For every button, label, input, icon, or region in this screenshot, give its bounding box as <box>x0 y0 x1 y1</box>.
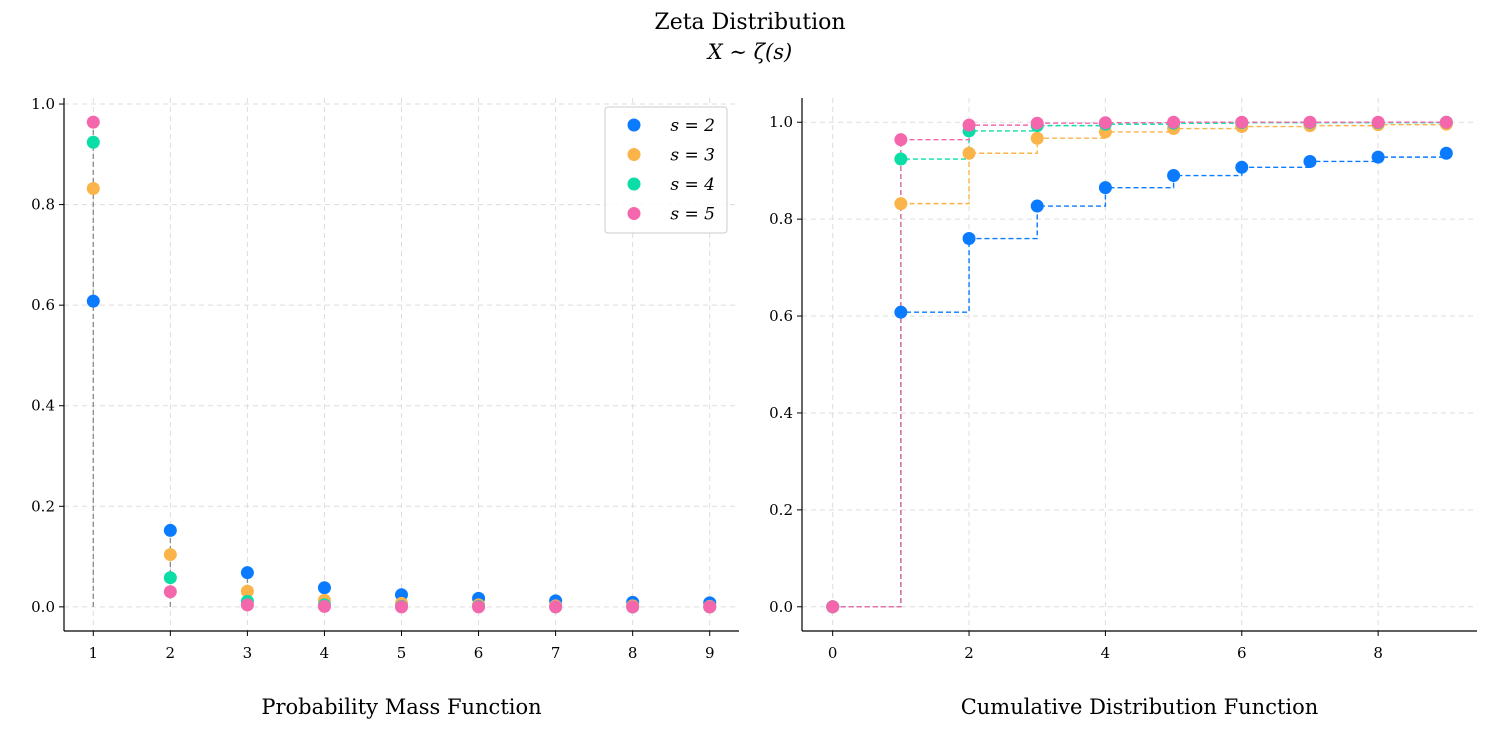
data-point-s5 <box>317 599 331 613</box>
legend-label-s2: s = 2 <box>670 116 715 136</box>
y-tick-label: 0.2 <box>769 501 793 519</box>
data-point-s4 <box>163 571 177 585</box>
data-point-s5 <box>549 600 563 614</box>
x-tick-label: 6 <box>474 644 484 662</box>
x-tick-label: 8 <box>628 644 638 662</box>
cdf-point-s5 <box>1371 115 1385 129</box>
cdf-line-s3 <box>832 123 1448 608</box>
pmf-chart: 1 2 3 4 5 6 7 8 9 0.0 0.2 0.4 0.6 0.8 1.0 Probability M… <box>31 95 739 719</box>
legend-label-s3: s = 3 <box>670 146 715 166</box>
cdf-point-s5 <box>1439 115 1453 129</box>
legend-marker-s5 <box>627 207 641 220</box>
y-tick-label: 0.6 <box>769 307 793 325</box>
y-tick-label: 1.0 <box>769 113 793 131</box>
y-tick-label: 0.2 <box>31 497 55 515</box>
data-point-s5 <box>86 115 100 129</box>
data-point-s5 <box>240 598 254 612</box>
data-point-s3 <box>163 548 177 562</box>
cdf-point-s2 <box>1030 199 1044 213</box>
legend-marker-s3 <box>627 148 641 161</box>
data-point-s5 <box>472 600 486 614</box>
cdf-point-s2 <box>1167 169 1181 183</box>
data-point-s2 <box>163 523 177 537</box>
x-axis-label: Cumulative Distribution Function <box>961 695 1319 719</box>
cdf-point-s2 <box>894 305 908 319</box>
y-tick-label: 0.4 <box>31 397 55 415</box>
x-axis-label: Probability Mass Function <box>261 695 541 719</box>
cdf-point-s2 <box>1439 146 1453 160</box>
legend-label-s4: s = 4 <box>670 175 715 195</box>
x-tick-label: 0 <box>828 644 838 662</box>
x-tick-label: 1 <box>89 644 99 662</box>
data-point-s3 <box>240 584 254 598</box>
cdf-line-s4 <box>832 122 1448 608</box>
y-tick-label: 0.4 <box>769 404 793 422</box>
figure-title: Zeta Distribution <box>654 10 846 35</box>
x-tick-label: 3 <box>243 644 253 662</box>
cdf-point-s5 <box>1030 116 1044 130</box>
y-tick-label: 0.0 <box>769 598 793 616</box>
figure-subtitle: X ∼ ζ(s) <box>707 40 793 64</box>
data-point-s2 <box>86 294 100 308</box>
cdf-point-s2 <box>1303 154 1317 168</box>
cdf-point-s5 <box>962 118 976 132</box>
cdf-point-s3 <box>1030 131 1044 145</box>
x-tick-label: 2 <box>964 644 974 662</box>
data-point-s5 <box>395 600 408 614</box>
cdf-point-s5 <box>826 600 840 614</box>
cdf-point-s2 <box>1235 160 1249 174</box>
x-tick-label: 4 <box>320 644 330 662</box>
y-tick-label: 0.8 <box>769 210 793 228</box>
legend-marker-s4 <box>627 177 641 191</box>
data-point-s4 <box>86 135 100 149</box>
cdf-line-s2 <box>832 153 1448 608</box>
cdf-point-s5 <box>1098 116 1112 130</box>
cdf-chart: 0 2 4 6 8 0.0 0.2 0.4 0.6 0.8 1.0 Cumulative Distri… <box>769 98 1477 719</box>
cdf-point-s5 <box>1235 115 1249 129</box>
y-tick-label: 0.6 <box>31 296 55 314</box>
cdf-point-s3 <box>962 146 976 160</box>
x-tick-label: 6 <box>1237 644 1247 662</box>
cdf-point-s2 <box>1098 181 1112 195</box>
cdf-point-s5 <box>1303 115 1317 129</box>
x-tick-label: 8 <box>1373 644 1383 662</box>
data-point-s2 <box>240 566 254 580</box>
x-tick-label: 5 <box>397 644 407 662</box>
cdf-point-s3 <box>894 197 908 211</box>
x-tick-label: 7 <box>551 644 561 662</box>
x-tick-label: 9 <box>705 644 715 662</box>
cdf-point-s2 <box>962 232 976 246</box>
legend <box>604 106 728 234</box>
cdf-line-s5 <box>832 121 1447 608</box>
x-tick-label: 4 <box>1101 644 1111 662</box>
data-point-s5 <box>163 585 177 599</box>
data-point-s3 <box>86 182 100 196</box>
y-tick-label: 0.0 <box>31 598 55 616</box>
legend-marker-s2 <box>627 118 641 132</box>
legend-label-s5: s = 5 <box>670 205 715 225</box>
x-tick-label: 2 <box>166 644 176 662</box>
cdf-point-s2 <box>1371 150 1385 164</box>
y-tick-label: 1.0 <box>31 95 55 113</box>
cdf-point-s5 <box>894 133 908 147</box>
data-point-s5 <box>626 600 640 614</box>
cdf-point-s5 <box>1167 115 1181 129</box>
cdf-point-s4 <box>894 152 908 166</box>
data-point-s2 <box>317 581 331 595</box>
y-tick-label: 0.8 <box>31 196 55 214</box>
data-point-s5 <box>703 600 717 614</box>
